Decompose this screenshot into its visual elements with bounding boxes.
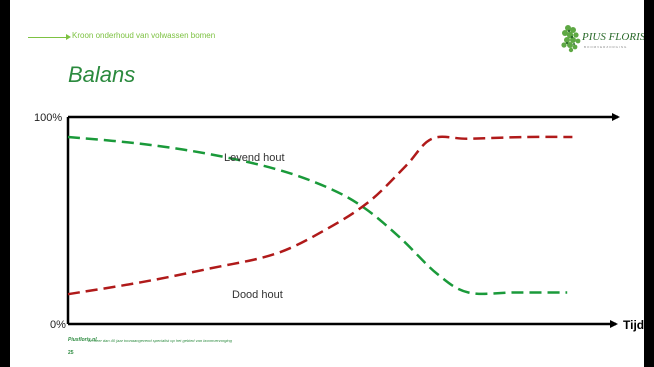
- dood-hout-line: [67, 135, 573, 296]
- header-arrow-icon: [66, 34, 71, 40]
- breadcrumb: Kroon onderhoud van volwassen bomen: [72, 31, 216, 40]
- logo-text: PIUS FLORIS: [582, 31, 644, 43]
- slide: Kroon onderhoud van volwassen bomen PIUS…: [10, 0, 644, 367]
- y-tick-label-max: 100%: [34, 112, 62, 124]
- netherlands-map-icon: [561, 25, 581, 53]
- logo-subtitle: BOOMVERZORGING: [584, 45, 628, 49]
- levend-hout-line: [67, 135, 568, 296]
- pius-floris-logo: PIUS FLORIS BOOMVERZORGING: [558, 22, 644, 56]
- y-tick-label-min: 0%: [50, 319, 66, 331]
- header-rule: [28, 37, 68, 38]
- slide-title: Balans: [68, 62, 136, 87]
- page-number: 25: [68, 350, 74, 356]
- footer-brand-link[interactable]: Piusfloris.nl: [68, 337, 97, 343]
- levend-hout-label: Levend hout: [224, 152, 285, 164]
- balance-chart: 100% 0% Tijd Levend hout Dood hout: [34, 112, 644, 332]
- x-axis-label: Tijd: [623, 318, 644, 332]
- dood-hout-label: Dood hout: [232, 289, 283, 301]
- footer-tagline: Al meer dan 40 jaar toonaangevend specia…: [88, 338, 232, 343]
